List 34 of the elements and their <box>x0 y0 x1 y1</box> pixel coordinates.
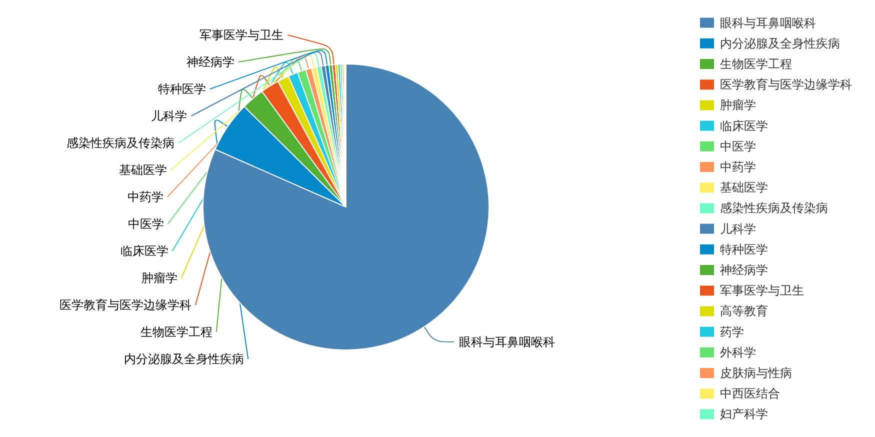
legend-label: 中药学 <box>720 160 756 174</box>
slice-label: 生物医学工程 <box>140 325 212 339</box>
slice-label: 感染性疾病及传染病 <box>66 136 175 150</box>
legend-label: 神经病学 <box>720 263 768 277</box>
legend-label: 基础医学 <box>720 180 768 195</box>
slice-label: 眼科与耳鼻咽喉科 <box>458 334 555 349</box>
legend-label: 高等教育 <box>720 304 768 318</box>
legend-label: 特种医学 <box>720 242 768 256</box>
legend-label: 中西医结合 <box>720 386 780 401</box>
legend-label: 军事医学与卫生 <box>720 284 804 298</box>
slice-label: 中医学 <box>128 217 164 231</box>
legend-label: 外科学 <box>720 345 756 360</box>
slice-label: 临床医学 <box>120 244 168 258</box>
legend-label: 药学 <box>720 324 744 339</box>
legend-label: 生物医学工程 <box>720 57 792 71</box>
legend-label: 眼科与耳鼻咽喉科 <box>720 16 816 30</box>
slice-label: 基础医学 <box>118 163 167 177</box>
legend-label: 医学教育与医学边缘学科 <box>720 78 852 92</box>
legend-label: 儿科学 <box>720 222 756 236</box>
slice-label: 军事医学与卫生 <box>200 28 284 42</box>
slice-label: 内分泌腺及全身性疾病 <box>124 352 244 366</box>
legend-label: 临床医学 <box>720 118 768 133</box>
legend-label: 皮肤病与性病 <box>720 366 792 380</box>
slice-label: 肿瘤学 <box>141 271 178 285</box>
legend-label: 感染性疾病及传染病 <box>720 201 828 216</box>
slice-label: 中药学 <box>127 190 164 204</box>
legend-label: 内分泌腺及全身性疾病 <box>720 36 840 50</box>
slice-label: 特种医学 <box>158 82 206 96</box>
slice-label: 医学教育与医学边缘学科 <box>59 298 192 312</box>
slice-label: 神经病学 <box>186 55 234 69</box>
legend-label: 肿瘤学 <box>720 98 756 112</box>
legend-label: 中医学 <box>720 139 756 154</box>
slice-label: 儿科学 <box>151 109 188 123</box>
legend-label: 妇产科学 <box>720 407 768 422</box>
